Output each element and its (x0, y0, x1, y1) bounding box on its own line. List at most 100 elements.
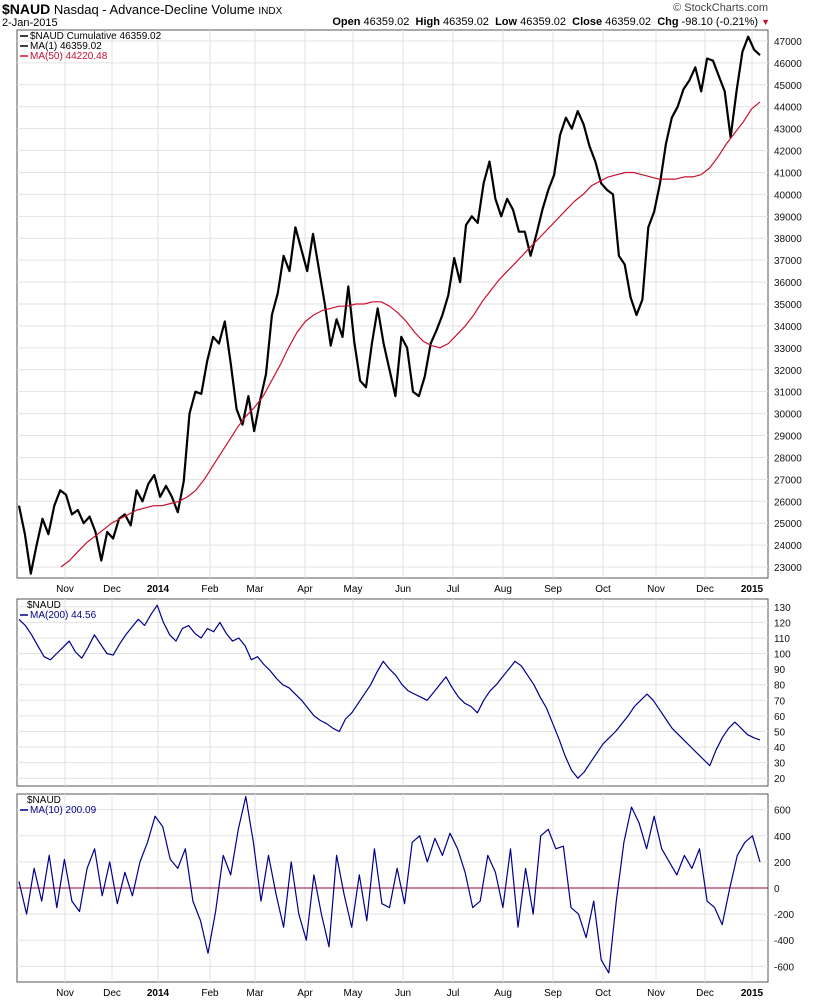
legend-entry: MA(50) 44220.48 (30, 51, 108, 62)
y-tick-label: 41000 (774, 168, 802, 179)
y-tick-label: 26000 (774, 497, 802, 508)
y-tick-label: 400 (774, 832, 791, 843)
y-tick-label: 200 (774, 858, 791, 869)
x-tick-label: Nov (647, 988, 665, 999)
x-tick-label: May (344, 584, 363, 595)
series-line-1 (17, 35, 761, 575)
y-tick-label: 50 (774, 727, 786, 738)
y-tick-label: 110 (774, 634, 790, 645)
x-tick-label: 2015 (741, 988, 764, 999)
y-tick-label: 45000 (774, 81, 802, 92)
x-tick-label: Aug (494, 988, 512, 999)
x-tick-label: Dec (696, 584, 714, 595)
y-tick-label: 80 (774, 681, 786, 692)
y-tick-label: 34000 (774, 322, 802, 333)
y-tick-label: 40 (774, 743, 786, 754)
x-tick-label: Apr (297, 584, 313, 595)
y-tick-label: 35000 (774, 300, 802, 311)
y-tick-label: 25000 (774, 519, 802, 530)
x-tick-label: Nov (56, 988, 74, 999)
brand-label: © StockCharts.com (673, 2, 768, 14)
x-tick-label: 2015 (741, 584, 764, 595)
y-tick-label: -600 (774, 962, 794, 973)
y-tick-label: 31000 (774, 388, 802, 399)
y-tick-label: 32000 (774, 366, 802, 377)
legend-entry: MA(1) 46359.02 (30, 41, 102, 52)
y-tick-label: 43000 (774, 125, 802, 136)
x-tick-label: Nov (647, 584, 665, 595)
x-tick-label: Jun (395, 988, 411, 999)
y-tick-label: 90 (774, 665, 786, 676)
open-value: 46359.02 (363, 16, 410, 28)
panel-2: 20 30 40 50 60 70 80 90 100 110 120 130 $NAUDMA(200)… (16, 598, 791, 787)
y-tick-label: 36000 (774, 278, 802, 289)
y-tick-label: 100 (774, 650, 791, 661)
series-line-2 (60, 101, 761, 568)
x-tick-label: Feb (201, 584, 219, 595)
y-tick-label: 23000 (774, 563, 802, 574)
x-tick-label: Nov (56, 584, 74, 595)
low-label: Low (495, 16, 518, 28)
symbol: $NAUD (2, 1, 51, 17)
y-tick-label: 20 (774, 774, 786, 785)
y-tick-label: 33000 (774, 344, 802, 355)
y-tick-label: 40000 (774, 190, 802, 201)
quote-date: 2-Jan-2015 (2, 17, 58, 29)
y-tick-label: 37000 (774, 256, 802, 267)
y-tick-label: -200 (774, 910, 794, 921)
series-line-1 (18, 795, 761, 974)
legend-entry: $NAUD (27, 795, 61, 806)
y-tick-label: 47000 (774, 37, 802, 48)
open-label: Open (332, 16, 361, 28)
y-tick-label: 60 (774, 712, 786, 723)
y-tick-label: 0 (774, 884, 780, 895)
x-tick-label: Apr (297, 988, 313, 999)
legend-entry: $NAUD Cumulative 46359.02 (30, 31, 162, 42)
y-tick-label: 38000 (774, 234, 802, 245)
close-value: 46359.02 (605, 16, 652, 28)
series-line-1 (18, 604, 761, 779)
ohlc-readout: Open 46359.02 High 46359.02 Low 46359.02… (332, 16, 770, 28)
chart-header: $NAUD Nasdaq - Advance-Decline Volume IN… (0, 0, 820, 34)
x-tick-label: Oct (595, 584, 611, 595)
x-tick-label: Mar (246, 584, 264, 595)
x-tick-label: Jul (447, 584, 460, 595)
y-tick-label: 30 (774, 759, 786, 770)
y-tick-label: 600 (774, 806, 791, 817)
x-tick-label: 2014 (147, 988, 170, 999)
chg-value: -98.10 (-0.21%) (681, 16, 759, 28)
x-tick-label: May (344, 988, 363, 999)
x-tick-label: Jul (447, 988, 460, 999)
y-tick-label: 42000 (774, 147, 802, 158)
y-tick-label: 27000 (774, 475, 802, 486)
x-tick-label: Dec (103, 988, 121, 999)
close-label: Close (572, 16, 603, 28)
legend-entry: MA(200) 44.56 (30, 610, 97, 621)
y-tick-label: 120 (774, 618, 791, 629)
x-tick-label: 2014 (147, 584, 170, 595)
high-value: 46359.02 (443, 16, 489, 28)
chg-label: Chg (657, 16, 679, 28)
index-type: INDX (258, 6, 283, 17)
y-tick-label: 46000 (774, 59, 802, 70)
legend-entry: $NAUD (27, 600, 61, 611)
panel-frame (16, 598, 769, 787)
y-tick-label: 44000 (774, 103, 802, 114)
index-name: Nasdaq - Advance-Decline Volume (53, 2, 255, 17)
x-tick-label: Dec (103, 584, 121, 595)
x-tick-label: Mar (246, 988, 264, 999)
y-tick-label: 130 (774, 603, 791, 614)
chart-title: $NAUD Nasdaq - Advance-Decline Volume IN… (2, 1, 282, 17)
panel-1: 23000 24000 25000 26000 27000 28000 29000 30000… (16, 29, 802, 595)
x-tick-label: Dec (696, 988, 714, 999)
x-tick-label: Aug (494, 584, 512, 595)
x-tick-label: Sep (544, 584, 562, 595)
legend-entry: MA(10) 200.09 (30, 805, 97, 816)
x-tick-label: Jun (395, 584, 411, 595)
y-tick-label: 30000 (774, 410, 802, 421)
x-tick-label: Oct (595, 988, 611, 999)
high-label: High (415, 16, 440, 28)
y-tick-label: -400 (774, 936, 794, 947)
